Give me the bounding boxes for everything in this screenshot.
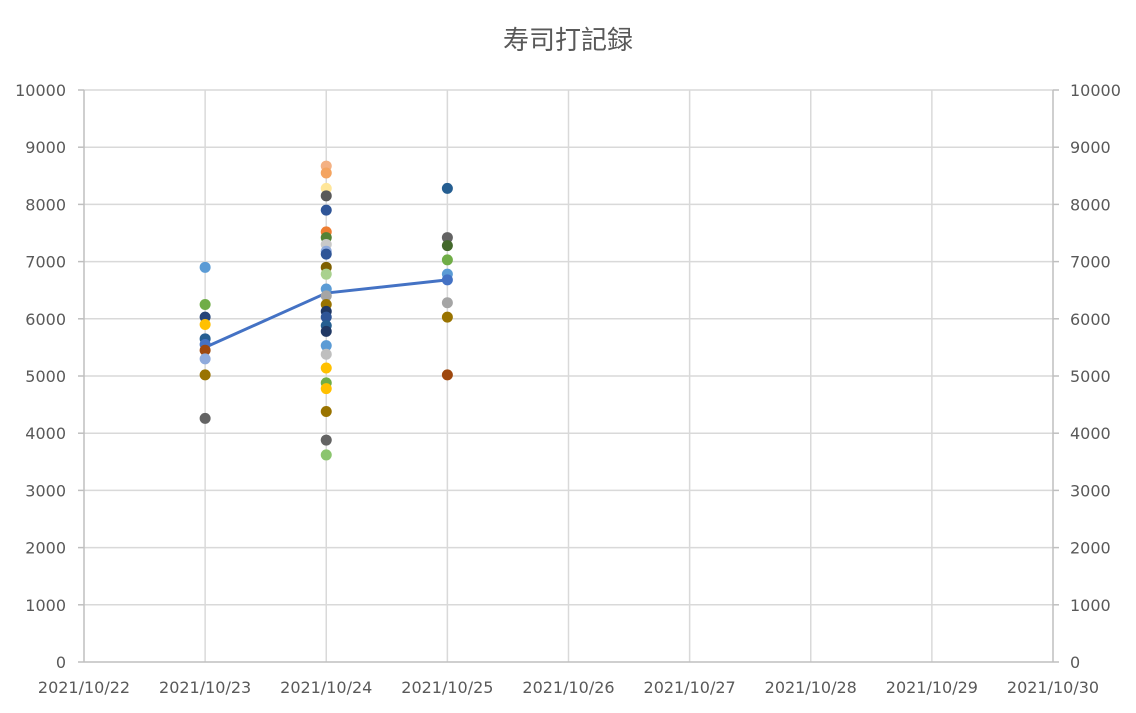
scatter-point [320,383,332,395]
scatter-point [320,190,332,202]
scatter-point [320,167,332,179]
scatter-point [320,290,332,302]
y-left-tick-label: 6000 [25,310,66,329]
scatter-point [320,348,332,360]
y-right-tick-label: 2000 [1070,539,1111,558]
scatter-point [441,369,453,381]
chart-axes [78,89,1059,663]
y-right-tick-label: 1000 [1070,596,1111,615]
scatter-point [441,232,453,244]
y-left-tick-label: 4000 [25,424,66,443]
y-left-tick-label: 0 [56,653,66,672]
scatter-point [441,254,453,266]
x-axis-tick-labels: 2021/10/22 2021/10/23 2021/10/24 2021/10/25… [38,678,1099,697]
y-right-tick-label: 8000 [1070,195,1111,214]
scatter-point [441,311,453,323]
scatter-point [441,297,453,309]
y-right-tick-label: 9000 [1070,138,1111,157]
scatter-point [199,353,211,365]
x-tick-label: 2021/10/25 [401,678,493,697]
x-tick-label: 2021/10/23 [159,678,251,697]
x-tick-label: 2021/10/24 [280,678,372,697]
x-tick-label: 2021/10/27 [644,678,736,697]
x-tick-label: 2021/10/22 [38,678,130,697]
scatter-point [320,434,332,446]
y-left-tick-label: 7000 [25,253,66,272]
y-right-tick-label: 4000 [1070,424,1111,443]
scatter-point [320,340,332,352]
scatter-point [320,405,332,417]
scatter-point [441,274,453,286]
scatter-points [199,160,453,461]
chart-title: 寿司打記録 [503,26,633,56]
y-left-tick-label: 2000 [25,539,66,558]
scatter-point [320,248,332,260]
y-axis-right-tick-labels: 0 1000 2000 3000 4000 5000 6000 7000 8000 9000 100… [1070,81,1121,672]
x-tick-label: 2021/10/30 [1007,678,1099,697]
y-right-tick-label: 5000 [1070,367,1111,386]
x-tick-label: 2021/10/28 [765,678,857,697]
scatter-point [199,299,211,310]
scatter-point [199,261,211,273]
scatter-point [199,319,211,331]
y-right-tick-label: 6000 [1070,310,1111,329]
y-left-tick-label: 10000 [15,81,66,100]
scatter-point [441,240,453,252]
scatter-point [441,182,453,194]
scatter-point [320,268,332,280]
y-left-tick-label: 8000 [25,195,66,214]
y-left-tick-label: 3000 [25,481,66,500]
scatter-point [320,311,332,323]
x-tick-label: 2021/10/29 [886,678,978,697]
y-axis-left-tick-labels: 0 1000 2000 3000 4000 5000 6000 7000 8000 9000 100… [15,81,66,672]
y-left-tick-label: 5000 [25,367,66,386]
scatter-point [199,369,211,381]
scatter-point [199,344,211,356]
y-left-tick-label: 9000 [25,138,66,157]
y-right-tick-label: 3000 [1070,481,1111,500]
y-left-tick-label: 1000 [25,596,66,615]
y-right-tick-label: 10000 [1070,81,1121,100]
scatter-point [320,449,332,461]
scatter-point [199,412,211,424]
y-right-tick-label: 0 [1070,653,1080,672]
x-tick-label: 2021/10/26 [522,678,614,697]
y-right-tick-label: 7000 [1070,253,1111,272]
scatter-point [320,362,332,374]
scatter-point [320,325,332,337]
scatter-point [320,204,332,216]
